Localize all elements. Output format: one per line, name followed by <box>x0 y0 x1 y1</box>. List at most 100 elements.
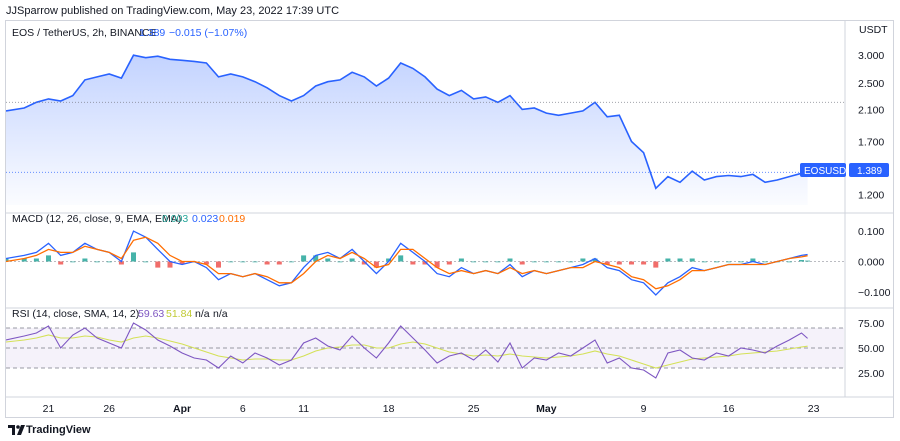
macd-histogram-bar <box>228 261 234 263</box>
rsi-tick-label: 50.00 <box>858 343 884 355</box>
macd-histogram-bar <box>604 261 610 265</box>
macd-histogram-bar <box>252 261 258 263</box>
time-tick-label: May <box>536 403 557 415</box>
rsi-line <box>5 322 808 379</box>
price-tick-label: 2.100 <box>858 104 884 116</box>
macd-histogram-bar <box>386 258 392 262</box>
macd-legend-label: MACD (12, 26, close, 9, EMA, EMA) <box>12 213 181 225</box>
macd-histogram-bar <box>203 261 209 265</box>
macd-histogram-bar <box>495 261 501 263</box>
macd-histogram-bar <box>276 261 282 265</box>
macd-histogram-bar <box>264 261 270 265</box>
macd-line <box>5 230 808 296</box>
rsi-band-fill <box>6 328 844 368</box>
macd-histogram-bar <box>434 261 440 268</box>
macd-histogram-bar <box>580 258 586 262</box>
publisher-header: JJSparrow published on TradingView.com, … <box>0 0 900 20</box>
rsi-pane[interactable]: 75.00 50.00 25.00 <box>5 318 884 380</box>
currency-label: USDT <box>859 24 888 36</box>
macd-legend-signal: 0.019 <box>219 213 245 225</box>
macd-histogram-bar <box>301 255 307 262</box>
macd-histogram-bar <box>568 261 574 263</box>
macd-histogram-bar <box>94 261 100 263</box>
macd-histogram-bar <box>70 261 76 263</box>
macd-histogram-bar <box>458 258 464 262</box>
macd-histogram-bar <box>762 261 768 263</box>
macd-histogram-bar <box>46 255 51 262</box>
time-tick-label: 9 <box>641 403 647 415</box>
price-tick-label: 1.700 <box>858 137 884 149</box>
macd-histogram-bar <box>701 261 707 263</box>
macd-histogram-bar <box>507 258 513 262</box>
macd-histogram-bar <box>361 261 367 265</box>
macd-histogram-bar <box>118 261 124 265</box>
macd-histogram-bar <box>131 252 136 262</box>
macd-histogram-bar <box>143 261 149 263</box>
time-tick-label: 23 <box>808 403 820 415</box>
macd-histogram-bar <box>422 261 428 265</box>
macd-histogram-bar <box>179 261 185 265</box>
chart-canvas[interactable]: 3.000 2.500 2.100 1.700 1.200 0.100 0.000 −0.1… <box>3 21 893 417</box>
footer: TradingView <box>0 419 900 441</box>
time-tick-label: 11 <box>298 403 309 415</box>
price-tick-label: 2.500 <box>858 78 884 90</box>
rsi-sma-line <box>5 334 808 369</box>
macd-histogram-bar <box>677 258 683 262</box>
time-axis: 21 26 Apr 6 11 18 25 May 9 16 23 <box>6 21 893 415</box>
macd-histogram-bar <box>653 261 659 268</box>
macd-histogram-bar <box>349 258 355 262</box>
price-legend-last: 1.389 <box>139 27 165 39</box>
price-tag-label: EOSUSDT <box>804 166 852 177</box>
macd-tick-label: 0.100 <box>858 226 884 238</box>
macd-histogram-bar <box>21 258 27 262</box>
macd-histogram-bar <box>240 261 246 263</box>
macd-histogram-bar <box>738 261 744 263</box>
price-pane[interactable]: 3.000 2.500 2.100 1.700 1.200 <box>5 50 884 206</box>
publisher-text: JJSparrow published on TradingView.com, … <box>6 5 340 17</box>
chart-frame: 3.000 2.500 2.100 1.700 1.200 0.100 0.000 −0.1… <box>3 20 894 418</box>
macd-histogram-bar <box>155 261 161 268</box>
macd-histogram-bar <box>799 260 804 262</box>
macd-histogram-bar <box>58 261 64 265</box>
time-tick-label: 6 <box>240 403 246 415</box>
macd-histogram-bar <box>786 261 792 263</box>
macd-histogram-bar <box>313 255 319 262</box>
time-tick-label: Apr <box>173 403 191 415</box>
macd-legend-macd: 0.023 <box>192 213 218 225</box>
price-tick-label: 3.000 <box>858 50 884 62</box>
macd-histogram-bar <box>471 261 477 263</box>
macd-histogram-bar <box>167 261 173 268</box>
rsi-tick-label: 75.00 <box>858 318 884 330</box>
macd-histogram-bar <box>805 260 811 262</box>
time-tick-label: 18 <box>383 403 395 415</box>
price-legend-change: −0.015 (−1.07%) <box>169 27 247 39</box>
macd-histogram-bar <box>410 261 416 265</box>
rsi-legend-na2: n/a <box>213 308 228 320</box>
macd-legend-hist: 0.003 <box>162 213 188 225</box>
price-tag-value: 1.389 <box>857 166 882 177</box>
macd-histogram-bar <box>519 261 525 265</box>
macd-histogram-bar <box>531 261 537 263</box>
macd-histogram-bar <box>592 258 598 262</box>
macd-histogram-bar <box>325 258 331 262</box>
price-legend-symbol: EOS / TetherUS, 2h, BINANCE <box>12 27 157 39</box>
macd-pane[interactable]: 0.100 0.000 −0.100 <box>3 226 891 299</box>
macd-histogram-bar <box>288 261 294 263</box>
macd-histogram-bar <box>446 261 452 265</box>
rsi-legend-sma: 51.84 <box>166 308 192 320</box>
rsi-tick-label: 25.00 <box>858 368 884 380</box>
footer-brand[interactable]: TradingView <box>26 424 91 436</box>
macd-histogram-bar <box>556 261 562 263</box>
rsi-legend-na1: n/a <box>195 308 210 320</box>
macd-histogram-bar <box>82 258 88 262</box>
time-tick-label: 25 <box>468 403 480 415</box>
macd-histogram-bar <box>665 258 671 262</box>
macd-histogram-bar <box>543 261 549 263</box>
macd-histogram-bar <box>616 261 622 265</box>
macd-histogram-bar <box>398 255 404 262</box>
macd-histogram-bar <box>629 261 634 265</box>
macd-histogram-bar <box>689 258 695 262</box>
macd-histogram-bar <box>106 261 112 263</box>
macd-tick-label: −0.100 <box>858 287 891 299</box>
time-tick-label: 26 <box>103 403 115 415</box>
